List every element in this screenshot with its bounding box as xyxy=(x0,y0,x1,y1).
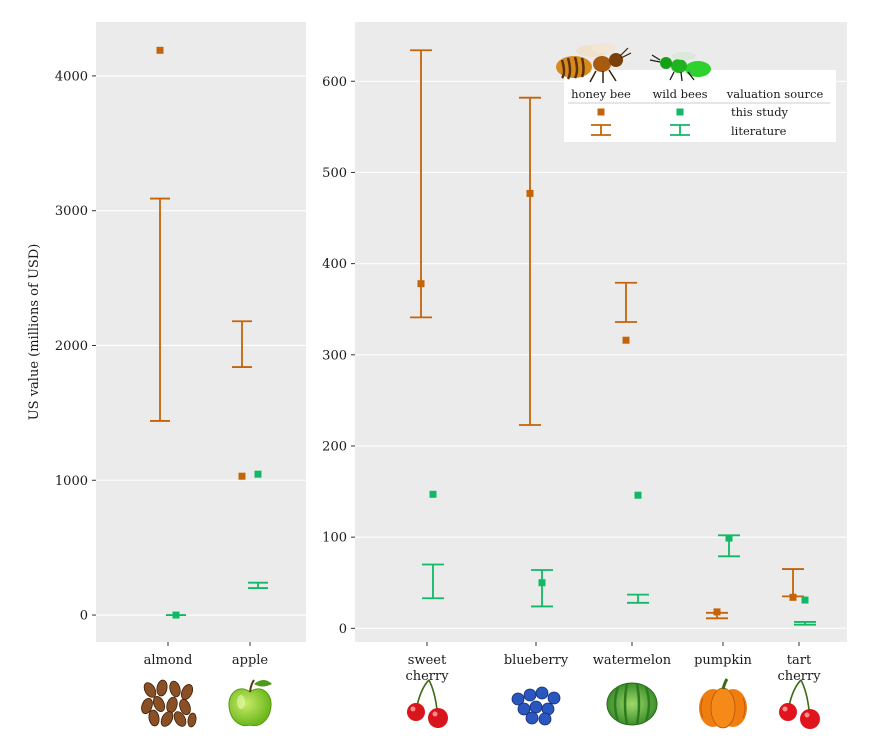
point-honey-bee-almond xyxy=(156,46,164,54)
y-tick-label: 400 xyxy=(322,257,347,272)
errorbar-wild-bees-sweet-cherry xyxy=(422,563,444,600)
y-tick-label: 1000 xyxy=(55,474,88,489)
errorbar-wild-bees-apple xyxy=(248,581,268,589)
almond-icon xyxy=(141,679,197,728)
point-wild-bees-sweet-cherry xyxy=(429,490,437,498)
right-gridlines xyxy=(355,80,847,629)
legend-wild-bees-label: wild bees xyxy=(652,87,707,101)
legend-honey-bee-errorbar xyxy=(591,124,611,136)
errorbar-honey-bee-sweet-cherry xyxy=(410,49,432,319)
point-honey-bee-sweet-cherry xyxy=(417,280,425,288)
category-label-apple: apple xyxy=(232,653,269,668)
y-tick-label: 0 xyxy=(80,609,88,624)
y-tick-label: 300 xyxy=(322,348,347,363)
category-label-pumpkin: pumpkin xyxy=(694,653,752,668)
y-tick-label: 2000 xyxy=(55,339,88,354)
point-wild-bees-apple xyxy=(254,470,262,478)
errorbar-honey-bee-blueberry xyxy=(519,96,541,426)
legend-honey-bee-label: honey bee xyxy=(571,87,631,101)
point-honey-bee-tart-cherry xyxy=(789,593,797,601)
point-wild-bees-tart-cherry xyxy=(801,596,809,604)
point-honey-bee-pumpkin xyxy=(713,608,721,616)
left-gridlines xyxy=(96,75,306,616)
errorbar-wild-bees-tart-cherry xyxy=(794,621,816,626)
category-label-tart-cherry: tart cherry xyxy=(777,653,821,684)
sweet-cherry-icon xyxy=(407,679,448,728)
legend-wild-bees-point xyxy=(676,108,684,116)
y-tick-label: 600 xyxy=(322,75,347,90)
y-axis-label: US value (millions of USD) xyxy=(27,244,42,421)
wild-bee-icon xyxy=(649,52,711,82)
y-tick-label: 500 xyxy=(322,166,347,181)
legend: honey bee wild bees valuation source thi… xyxy=(556,43,836,142)
point-honey-bee-blueberry xyxy=(526,189,534,197)
y-tick-label: 3000 xyxy=(55,204,88,219)
legend-literature-label: literature xyxy=(731,124,787,138)
point-honey-bee-watermelon xyxy=(622,336,630,344)
legend-honey-bee-point xyxy=(597,108,605,116)
category-labels: almond apple sweet cherry blueberry watermelo… xyxy=(144,642,821,684)
category-label-almond: almond xyxy=(144,653,193,668)
honey-bee-icon xyxy=(556,43,632,83)
y-tick-label: 100 xyxy=(322,531,347,546)
errorbar-honey-bee-apple xyxy=(232,320,252,368)
y-tick-label: 0 xyxy=(339,622,347,637)
watermelon-icon xyxy=(606,682,658,726)
errorbar-wild-bees-blueberry xyxy=(531,569,553,608)
blueberry-icon xyxy=(511,686,561,726)
legend-this-study-label: this study xyxy=(731,105,789,119)
left-y-tick-labels: 0 1000 2000 3000 4000 xyxy=(55,69,96,624)
right-y-tick-labels: 0 100 200 300 400 500 600 xyxy=(322,75,355,637)
left-panel-background xyxy=(96,22,306,642)
legend-source-title: valuation source xyxy=(726,87,824,101)
errorbar-honey-bee-watermelon xyxy=(615,281,637,323)
point-wild-bees-pumpkin xyxy=(725,534,733,542)
legend-box xyxy=(564,70,836,142)
category-label-blueberry: blueberry xyxy=(504,653,569,668)
pumpkin-icon xyxy=(699,678,747,729)
errorbar-honey-bee-almond xyxy=(150,197,170,422)
point-honey-bee-apple xyxy=(238,472,246,480)
y-tick-label: 4000 xyxy=(55,69,88,84)
point-wild-bees-almond xyxy=(172,611,180,619)
chart-marks xyxy=(150,46,816,626)
legend-wild-bees-errorbar xyxy=(670,124,690,136)
point-wild-bees-blueberry xyxy=(538,579,546,587)
errorbar-wild-bees-watermelon xyxy=(627,593,649,604)
category-label-sweet-cherry: sweet cherry xyxy=(405,653,449,684)
point-wild-bees-watermelon xyxy=(634,491,642,499)
apple-icon xyxy=(228,679,272,727)
tart-cherry-icon xyxy=(779,679,820,729)
category-label-watermelon: watermelon xyxy=(593,653,672,668)
y-tick-label: 200 xyxy=(322,439,347,454)
